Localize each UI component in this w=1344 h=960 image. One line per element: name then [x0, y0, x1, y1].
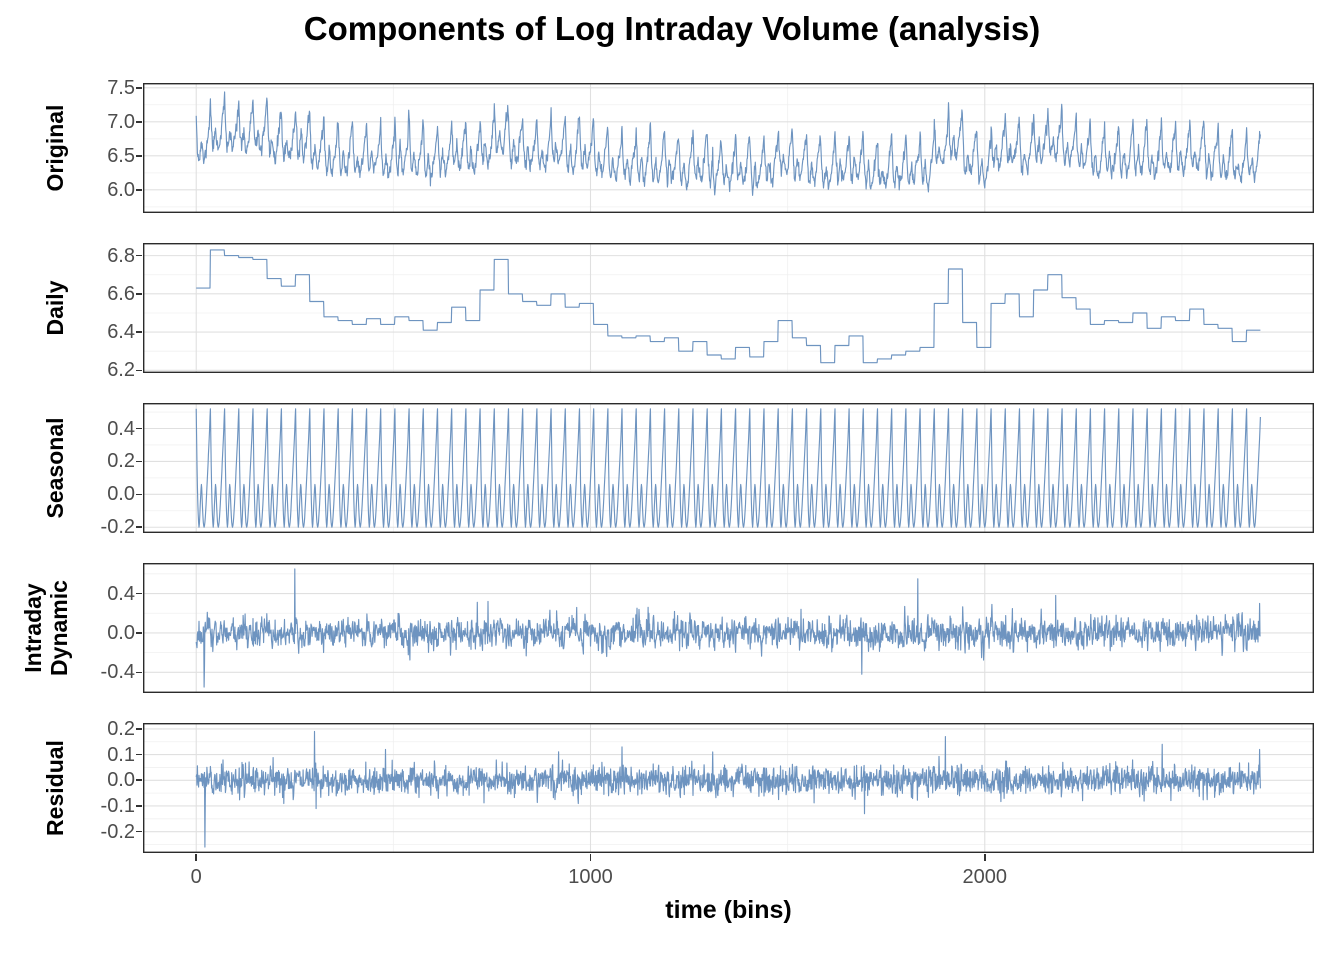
y-tick-label: 0.1	[107, 743, 135, 766]
series-line-daily	[196, 249, 1261, 364]
y-tick-label: 6.0	[107, 178, 135, 201]
panel-original	[143, 83, 1314, 213]
y-tick-mark	[136, 254, 142, 257]
y-tick-mark	[136, 493, 142, 496]
y-tick-label: 0.2	[107, 717, 135, 740]
y-tick-label: 6.2	[107, 359, 135, 382]
panel-residual	[143, 723, 1314, 853]
y-tick-label: 7.5	[107, 76, 135, 99]
panel-daily	[143, 243, 1314, 373]
y-tick-mark	[136, 86, 142, 89]
x-tick-mark	[983, 854, 986, 861]
y-tick-mark	[136, 526, 142, 529]
y-tick-label: 0.0	[107, 769, 135, 792]
y-axis-title-line: Intraday	[20, 583, 46, 673]
y-tick-mark	[136, 753, 142, 756]
chart-title: Components of Log Intraday Volume (analy…	[303, 10, 1041, 47]
x-tick-mark	[589, 854, 592, 861]
x-tick-mark	[195, 854, 198, 861]
y-tick-label: 0.4	[107, 582, 135, 605]
y-tick-label: 6.4	[107, 321, 135, 344]
y-tick-label: 6.8	[107, 244, 135, 267]
y-tick-label: -0.1	[100, 794, 135, 817]
y-tick-label: 0.4	[107, 417, 135, 440]
y-tick-label: -0.4	[100, 661, 135, 684]
x-tick-label: 0	[190, 866, 202, 888]
y-tick-mark	[136, 592, 142, 595]
panel-intraday-dynamic	[143, 563, 1314, 693]
y-tick-mark	[136, 460, 142, 463]
y-tick-label: 0.0	[107, 483, 135, 506]
series-line-intraday-dynamic	[195, 568, 1261, 688]
series-line-seasonal	[195, 408, 1261, 528]
series-line-original	[195, 91, 1261, 196]
y-tick-label: 0.2	[107, 450, 135, 473]
y-tick-mark	[136, 331, 142, 333]
y-tick-label: 7.0	[107, 110, 135, 133]
y-tick-mark	[136, 189, 142, 191]
y-tick-mark	[136, 369, 142, 372]
y-tick-label: 6.6	[107, 282, 135, 305]
y-tick-mark	[136, 728, 142, 730]
y-tick-label: 6.5	[107, 144, 135, 167]
x-tick-label: 2000	[962, 866, 1008, 888]
y-tick-label: -0.2	[100, 516, 135, 539]
x-axis-title: time (bins)	[665, 896, 792, 924]
y-tick-mark	[136, 671, 142, 674]
series-line-residual	[195, 730, 1261, 848]
y-tick-mark	[136, 293, 142, 295]
y-tick-mark	[136, 830, 142, 833]
y-tick-mark	[136, 427, 142, 430]
y-tick-mark	[136, 155, 142, 157]
y-tick-mark	[136, 632, 142, 634]
y-tick-label: 0.0	[107, 621, 135, 644]
y-tick-mark	[136, 120, 142, 123]
x-tick-label: 1000	[568, 866, 613, 888]
panel-seasonal	[143, 403, 1314, 533]
y-tick-mark	[136, 805, 142, 807]
y-tick-label: -0.2	[100, 820, 135, 843]
y-tick-mark	[136, 779, 142, 782]
